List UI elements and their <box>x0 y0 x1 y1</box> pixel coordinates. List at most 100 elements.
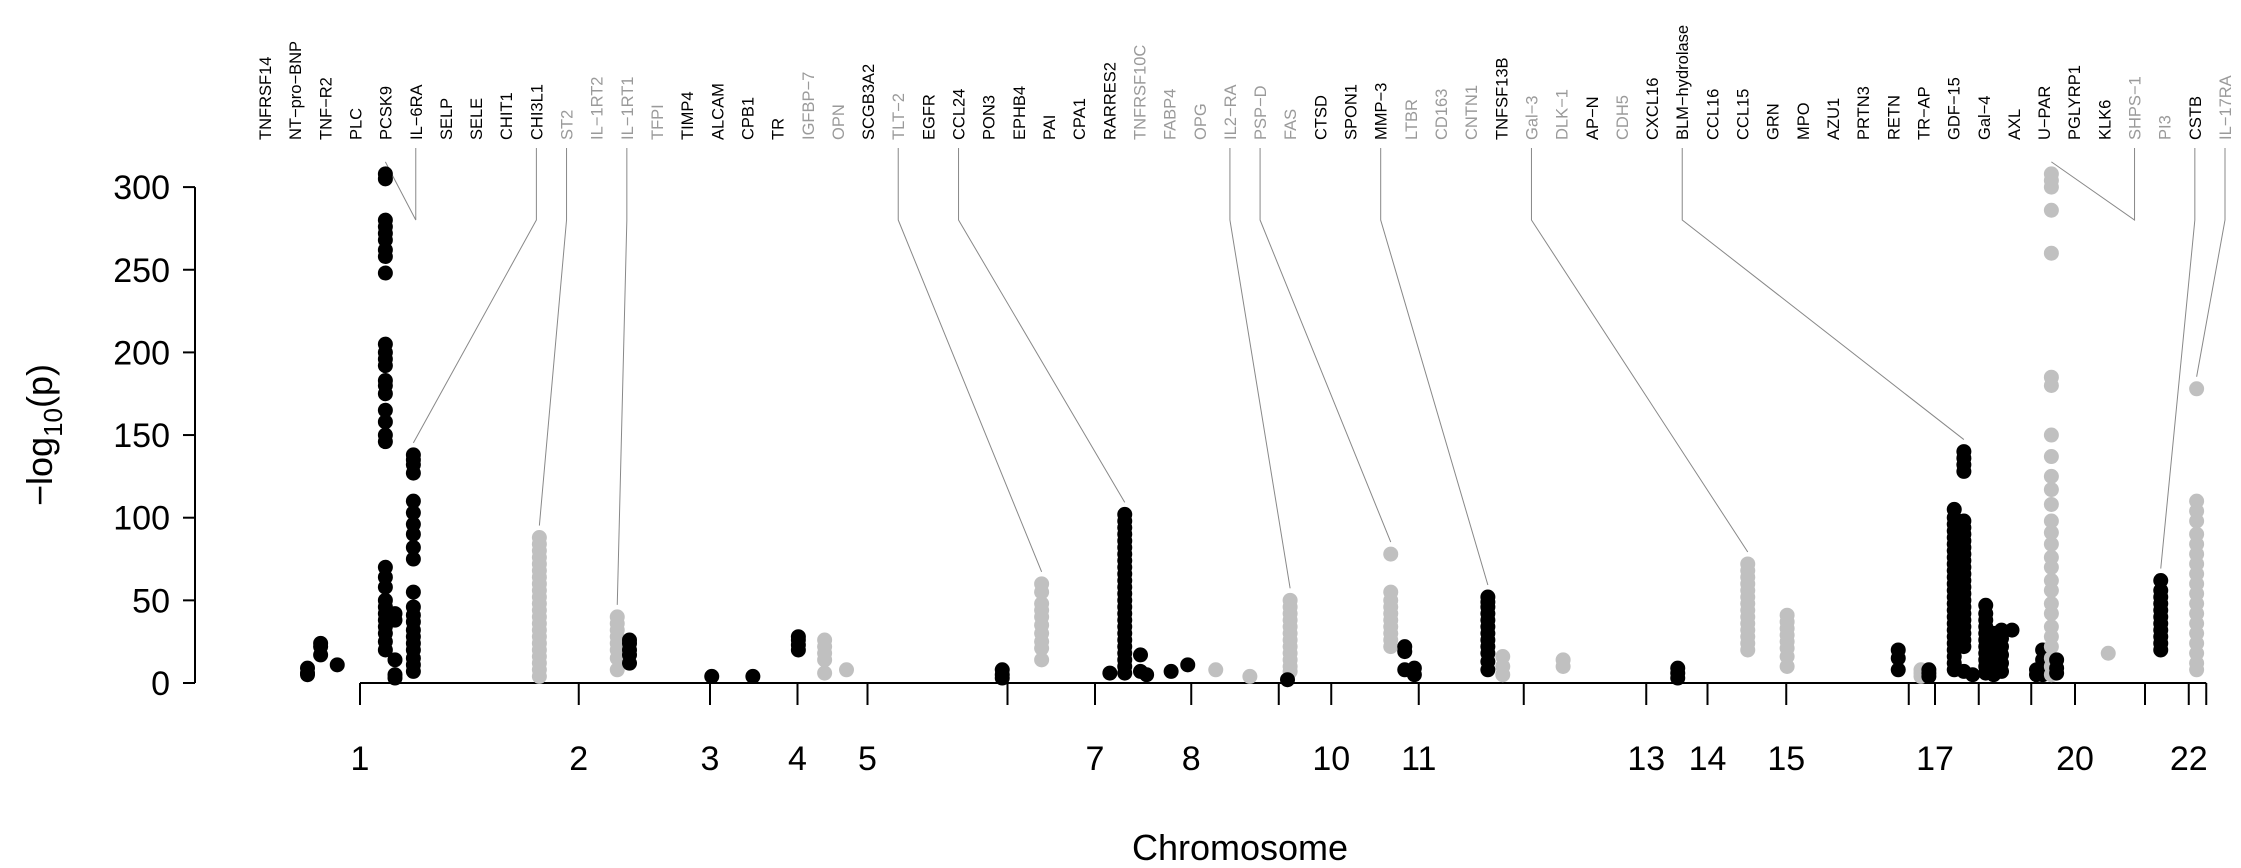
chromosome-label: 3 <box>701 740 720 778</box>
data-point <box>405 505 421 521</box>
chromosome-label: 2 <box>569 740 588 778</box>
data-point <box>1208 662 1224 678</box>
y-tick-label: 300 <box>113 169 170 207</box>
chromosome-label: 7 <box>1086 740 1105 778</box>
data-point <box>2043 559 2059 575</box>
data-point <box>377 402 393 418</box>
gene-label: TNFRSF10C <box>1131 45 1149 140</box>
gene-label: SELE <box>468 98 486 140</box>
data-point <box>300 665 315 681</box>
data-point <box>1034 640 1050 656</box>
data-point <box>405 539 421 555</box>
gene-label: RARRES2 <box>1101 62 1119 140</box>
gene-label: IGFBP−7 <box>800 72 818 140</box>
data-point <box>387 670 403 686</box>
gene-label: ALCAM <box>709 83 727 140</box>
data-point <box>2049 665 2065 681</box>
data-point <box>387 652 403 668</box>
gene-label: MMP−3 <box>1373 83 1391 140</box>
gene-label: CXCL16 <box>1644 78 1662 140</box>
data-point <box>2043 525 2059 541</box>
chromosome-label: 11 <box>1401 740 1436 778</box>
data-point <box>377 358 393 374</box>
gene-label: DLK−1 <box>1554 89 1572 140</box>
chromosome-label: 10 <box>1312 740 1350 778</box>
gene-label: CSTB <box>2187 96 2205 140</box>
data-point <box>1383 639 1399 655</box>
data-point <box>405 584 421 600</box>
gene-label: IL2−RA <box>1222 85 1240 141</box>
gene-label: MPO <box>1795 102 1813 140</box>
y-tick-label: 250 <box>113 252 170 290</box>
data-point <box>2153 642 2169 658</box>
data-point <box>1555 658 1571 674</box>
data-point <box>1965 667 1981 683</box>
y-axis-label: −log10(p) <box>19 364 68 506</box>
data-point <box>313 635 329 651</box>
data-point <box>2100 645 2116 661</box>
chromosome-label: 14 <box>1689 740 1727 778</box>
gene-label: PLC <box>347 108 365 140</box>
x-axis-label: Chromosome <box>1132 827 1348 868</box>
data-points <box>300 166 2205 688</box>
gene-label: LTBR <box>1403 99 1421 140</box>
data-point <box>2043 202 2059 218</box>
chromosome-label: 22 <box>2170 740 2208 778</box>
data-point <box>2043 468 2059 484</box>
gene-label: TNFRSF14 <box>257 57 275 140</box>
data-point <box>2043 536 2059 552</box>
data-point <box>1242 668 1258 684</box>
data-point <box>377 579 393 595</box>
chromosome-label: 15 <box>1767 740 1805 778</box>
data-point <box>2004 622 2020 638</box>
data-point <box>1740 642 1756 658</box>
y-axis-label-subscript: 10 <box>38 408 68 437</box>
gene-labels: TNFRSF14 NT−pro−BNP TNF−R2 PLC PCSK9 IL−6RA SE… <box>257 25 2235 140</box>
chromosome-label: 20 <box>2056 740 2094 778</box>
data-point <box>2189 381 2205 397</box>
gene-label: GDF−15 <box>1946 77 1964 140</box>
data-point <box>1397 644 1413 660</box>
data-point <box>1383 546 1399 562</box>
axes: 0 50 100 150 200 250 300 1 2 3 4 5 7 8 10 11 13 14 15 17 20 2… <box>113 169 2207 778</box>
gene-label: IL−1RT1 <box>619 77 637 140</box>
gene-label: TR <box>770 118 788 140</box>
gene-label: ST2 <box>559 110 577 140</box>
data-point <box>1139 667 1155 683</box>
chromosome-label: 13 <box>1627 740 1665 778</box>
gene-label: CCL15 <box>1735 89 1753 140</box>
data-point <box>609 662 625 678</box>
gene-label: FABP4 <box>1162 89 1180 140</box>
annotation-line <box>897 148 1043 573</box>
gene-label: EGFR <box>920 94 938 140</box>
data-point <box>1034 652 1050 668</box>
gene-label: TNFSF13B <box>1493 57 1511 140</box>
data-point <box>1994 663 2009 679</box>
gene-label: FAS <box>1282 109 1300 140</box>
gene-label: Gal−3 <box>1523 96 1541 141</box>
gene-label: TLT−2 <box>890 93 908 140</box>
gene-label: CHI3L1 <box>528 84 546 140</box>
gene-label: CDH5 <box>1614 95 1632 140</box>
gene-label: CCL16 <box>1704 89 1722 140</box>
data-point <box>1956 463 1972 479</box>
data-point <box>2189 662 2205 678</box>
y-tick-label: 100 <box>113 500 170 538</box>
gene-label: IL−6RA <box>408 85 426 141</box>
gene-label: EPHB4 <box>1011 86 1029 140</box>
gene-label: PI3 <box>2157 115 2175 140</box>
annotation-line <box>384 148 417 221</box>
data-point <box>377 642 393 658</box>
data-point <box>2043 606 2059 622</box>
gene-label: AZU1 <box>1825 98 1843 140</box>
gene-label: NT−pro−BNP <box>287 41 305 140</box>
data-point <box>377 414 393 430</box>
gene-label: CTSD <box>1312 95 1330 140</box>
gene-label: IL−17RA <box>2217 75 2235 140</box>
y-tick-label: 0 <box>151 665 170 703</box>
gene-label: RETN <box>1885 95 1903 140</box>
data-point <box>2043 639 2059 655</box>
gene-label: CPB1 <box>739 97 757 140</box>
gene-label: PGLYRP1 <box>2066 65 2084 140</box>
chromosome-label: 8 <box>1182 740 1201 778</box>
